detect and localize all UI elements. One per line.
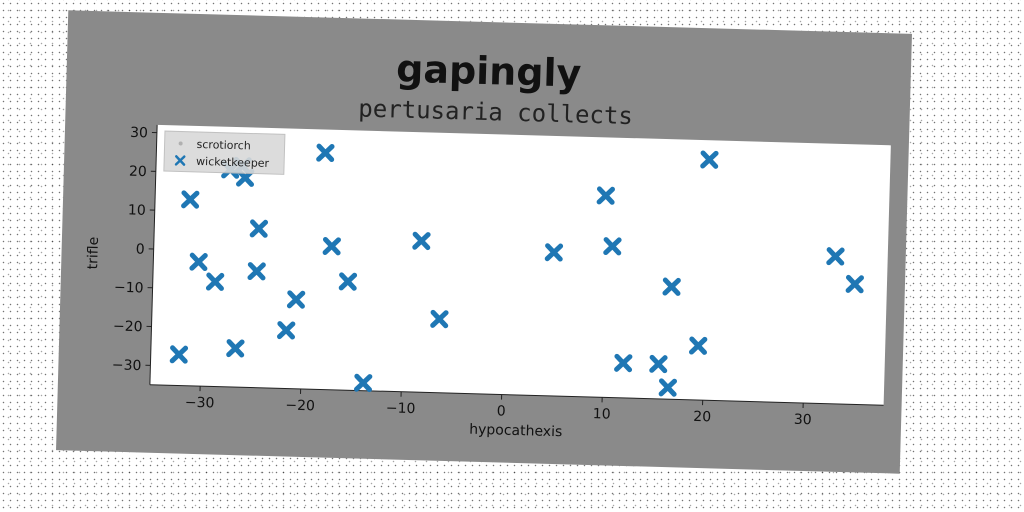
scatter-point-wicketkeeper [316, 143, 335, 162]
scatter-point-wicketkeeper [189, 252, 208, 272]
chart-figure: gapingly pertusaria collects −30 −20 −10 0 1… [56, 10, 912, 474]
scatter-point-wicketkeeper [169, 345, 189, 364]
legend-label-scrotiorch: scrotiorch [196, 138, 251, 153]
scatter-point-wicketkeeper [354, 373, 373, 393]
scatter-point-wicketkeeper [700, 150, 719, 169]
y-tick-label: 0 [136, 241, 145, 257]
x-tick-label: −30 [185, 395, 215, 412]
y-tick-label: −30 [112, 357, 142, 374]
y-tick-label: 30 [130, 125, 148, 141]
y-axis-label: trifle [85, 237, 102, 270]
scatter-point-wicketkeeper [412, 231, 431, 251]
scatter-point-wicketkeeper [662, 277, 681, 296]
scatter-point-wicketkeeper [826, 247, 845, 266]
scatter-point-wicketkeeper [845, 274, 864, 294]
legend-marker-scrotiorch [178, 141, 183, 146]
scatter-point-wicketkeeper [249, 219, 269, 238]
y-axis-line [149, 124, 158, 385]
scatter-point-wicketkeeper [614, 353, 633, 373]
y-tick-label: −10 [114, 280, 144, 297]
x-tick-label: 30 [794, 412, 812, 428]
x-tick-label: −10 [386, 400, 416, 417]
x-tick-label: 0 [497, 403, 506, 419]
scatter-point-wicketkeeper [658, 378, 678, 397]
legend-label-wicketkeeper: wicketkeeper [196, 155, 270, 170]
y-tick-label: 10 [128, 202, 146, 218]
legend-box [163, 130, 286, 175]
x-axis-label: hypocathexis [469, 422, 563, 441]
x-tick-label: 10 [593, 406, 611, 422]
y-tick-label: −20 [113, 318, 143, 335]
scatter-point-wicketkeeper [544, 243, 564, 262]
scatter-point-wicketkeeper [286, 290, 306, 309]
y-axis-ticks: −30 −20 −10 0 10 20 30 [112, 125, 157, 374]
x-axis-line [149, 384, 884, 406]
scatter-point-wicketkeeper [322, 236, 341, 256]
scatter-point-wicketkeeper [430, 309, 449, 329]
scatter-point-wicketkeeper [596, 186, 615, 205]
scatter-point-wicketkeeper [181, 190, 200, 209]
chart-svg: gapingly pertusaria collects −30 −20 −10 0 1… [85, 46, 891, 441]
x-tick-label: −20 [285, 398, 315, 415]
scatter-point-wicketkeeper [688, 336, 708, 355]
legend: scrotiorch wicketkeeper [163, 130, 286, 175]
chart-subtitle: pertusaria collects [358, 94, 633, 130]
scatter-point-wicketkeeper [649, 354, 668, 374]
scatter-point-wicketkeeper [247, 262, 266, 281]
chart-title: gapingly [396, 46, 583, 95]
scatter-point-wicketkeeper [205, 272, 225, 291]
y-tick-label: 20 [129, 164, 147, 180]
x-tick-label: 20 [693, 409, 711, 425]
scatter-point-wicketkeeper [338, 272, 358, 291]
plot-area [149, 124, 891, 406]
scatter-point-wicketkeeper [226, 339, 245, 358]
scatter-point-wicketkeeper [277, 321, 296, 340]
scatter-point-wicketkeeper [603, 237, 622, 256]
x-axis-ticks: −30 −20 −10 0 10 20 30 [185, 386, 812, 428]
legend-marker-wicketkeeper [174, 155, 186, 166]
